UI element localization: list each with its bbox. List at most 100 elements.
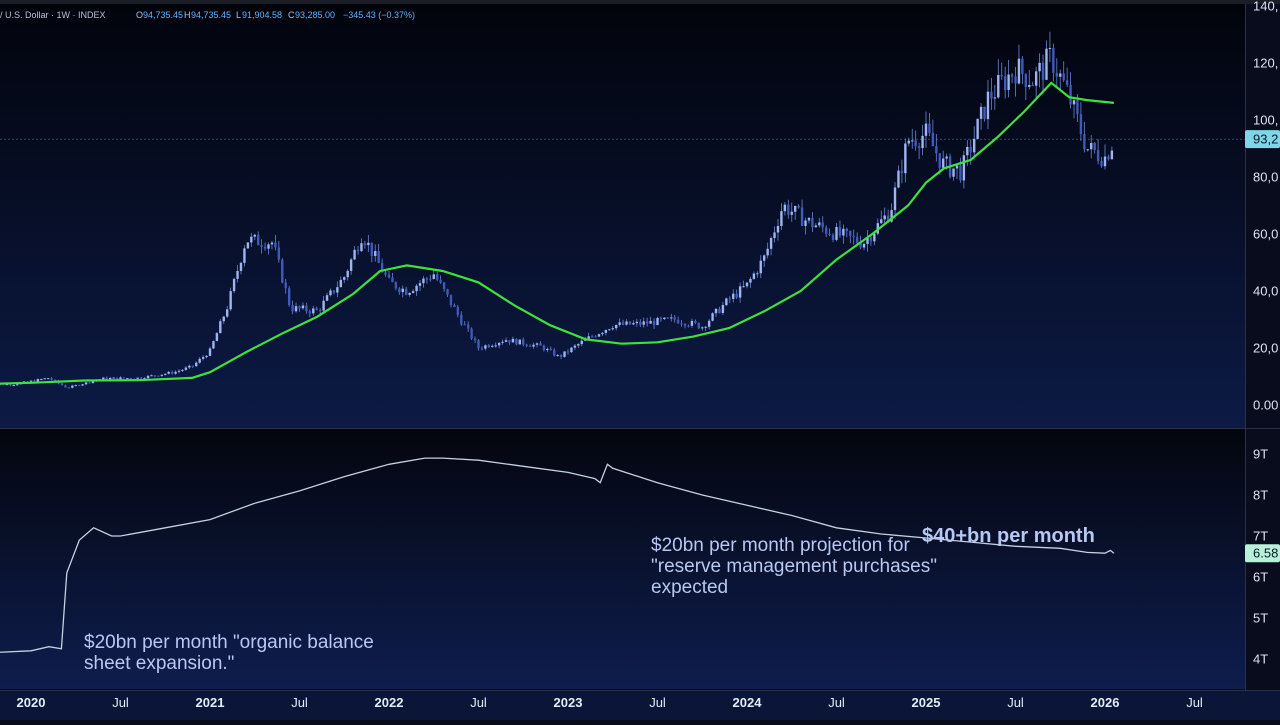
candle-body [763,255,766,261]
time-tick-label: 2024 [733,695,763,710]
candle-body [1052,47,1055,73]
candle-body [1083,134,1086,150]
candle-body [1028,85,1031,87]
candle-body [928,123,931,133]
price-tick-label: 0.00 [1253,398,1278,413]
candle-body [263,246,267,249]
candle-body [453,305,456,308]
candle-body [394,282,398,289]
candle-body [676,319,680,324]
candle-body [157,375,160,377]
candle-body [594,336,597,338]
candle-body [577,344,580,346]
candle-body [993,97,997,99]
candle-body [164,373,167,375]
candle-body [501,341,504,343]
candle-body [931,132,935,147]
candle-body [570,347,573,353]
candle-body [855,236,859,243]
candle-body [329,290,332,296]
candle-body [718,308,721,313]
balance-tick-label: 5T [1253,611,1268,626]
candle-body [1034,71,1038,86]
candle-body [112,377,115,379]
candle-body [673,317,676,320]
candle-body [666,317,670,319]
candle-body [862,243,866,248]
time-axis-ticks[interactable]: 2020 Jul 2021 Jul 2022 Jul 2023 Jul 2024 Jul 2025 J… [17,695,1203,710]
low-value: 91,904.58 [242,10,282,20]
candle-body [880,219,883,224]
candle-body [167,371,170,374]
candle-body [497,342,501,346]
candle-body [294,306,298,312]
candle-body [639,321,642,325]
candle-body [274,242,277,248]
candle-body [849,231,852,236]
candle-body [852,235,855,237]
candle-body [170,371,174,374]
candle-body [1048,47,1052,49]
candle-body [628,321,632,325]
candle-body [43,378,46,380]
candle-body [642,321,645,325]
candle-body [608,329,611,331]
candle-body [955,165,959,169]
change-value: −345.43 (−0.37%) [343,10,415,20]
candle-body [1014,76,1017,84]
candle-body [267,244,270,249]
candle-body [129,378,133,380]
candle-body [380,262,384,273]
candle-body [1024,74,1028,87]
candle-body [911,140,914,142]
balance-sheet-pane [0,429,1245,689]
candle-body [776,226,780,233]
high-label: H [184,10,191,20]
price-tick-label: 120, [1253,56,1278,71]
candle-body [312,308,315,314]
candle-body [962,155,966,181]
balance-tick-label: 7T [1253,529,1268,544]
candle-body [50,378,53,380]
candle-body [728,298,731,300]
candle-body [1090,142,1093,150]
last-price-value: 93,2 [1253,132,1278,147]
candle-body [442,282,446,290]
candle-body [12,385,15,387]
candle-series [0,31,1114,389]
candle-body [301,305,305,309]
annotation-right-line3: expected [651,577,728,598]
price-axis-ticks[interactable]: 140, 120, 100, 80,0 60,0 40,0 20,0 0.00 [1253,0,1278,413]
candle-body [528,345,532,347]
candle-body [466,324,470,329]
candle-body [219,321,222,334]
candle-body [391,277,394,283]
candle-body [938,153,941,168]
time-tick-label: 2022 [375,695,404,710]
candle-body [188,365,191,368]
candle-body [969,146,972,153]
candle-body [491,345,494,347]
candle-body [1100,160,1103,167]
candle-body [349,259,353,271]
candle-body [873,233,876,242]
candle-body [945,156,948,159]
candle-body [790,211,793,215]
candle-body [143,378,146,380]
candle-body [797,205,800,208]
candle-body [401,288,404,293]
last-balance-value: 6.58 [1253,546,1278,561]
candle-body [1041,62,1045,80]
candle-body [659,318,663,320]
candle-body [277,247,281,260]
candle-body [346,270,349,278]
annotation-right-line1: $20bn per month projection for [651,535,910,556]
candle-body [549,348,552,351]
candle-body [243,248,246,263]
candle-body [546,348,549,351]
time-tick-label: Jul [828,695,845,710]
candle-body [831,234,835,240]
balance-sheet-axis-ticks[interactable]: 9T 8T 7T 6T 5T 4T [1253,447,1268,667]
candle-body [976,118,979,139]
